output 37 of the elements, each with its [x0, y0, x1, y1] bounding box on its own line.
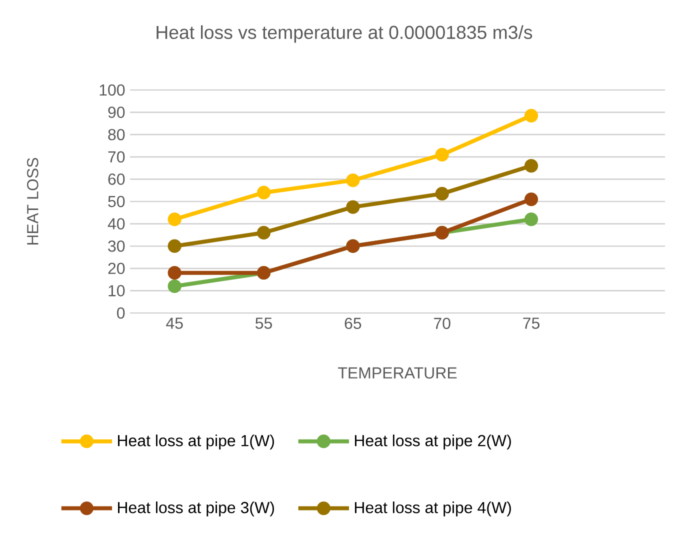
y-tick-label: 20 — [108, 262, 125, 274]
y-tick-label: 50 — [108, 196, 125, 208]
y-tick-label: 30 — [108, 240, 125, 252]
point — [168, 279, 182, 294]
point — [346, 200, 360, 214]
chart-title: Heat loss vs temperature at 0.00001835 m3/s — [156, 25, 532, 43]
legend-label: Heat loss at pipe 2(W) — [354, 434, 511, 450]
point — [524, 159, 538, 173]
point — [256, 186, 271, 200]
y-tick-label: 40 — [108, 218, 125, 230]
x-tick-label: 45 — [166, 318, 183, 329]
x-tick-label: 55 — [256, 318, 272, 329]
point — [346, 174, 360, 188]
x-tick-label: 75 — [523, 318, 540, 329]
point — [524, 192, 538, 206]
legend-label: Heat loss at pipe 4(W) — [354, 502, 511, 516]
point — [524, 212, 538, 226]
legend-label: Heat loss at pipe 3(W) — [118, 502, 274, 516]
point — [168, 239, 182, 253]
y-tick-label: 0 — [117, 307, 125, 319]
y-axis-title: HEAT LOSS — [27, 158, 38, 244]
y-tick-label: 70 — [108, 151, 125, 163]
y-tick-label: 100 — [100, 84, 125, 96]
x-tick-label: 65 — [344, 318, 362, 330]
x-tick-label: 70 — [434, 318, 450, 330]
y-tick-label: 80 — [108, 128, 125, 140]
point — [168, 266, 182, 280]
point — [524, 108, 538, 122]
point — [256, 226, 271, 240]
legend-label: Heat loss at pipe 1(W) — [118, 434, 274, 450]
point — [435, 186, 449, 200]
point — [168, 212, 182, 226]
point — [435, 148, 449, 162]
x-axis-title: TEMPERATURE — [338, 367, 457, 379]
y-tick-label: 60 — [108, 174, 125, 185]
y-tick-label: 10 — [108, 285, 125, 296]
y-tick-label: 90 — [108, 106, 125, 118]
